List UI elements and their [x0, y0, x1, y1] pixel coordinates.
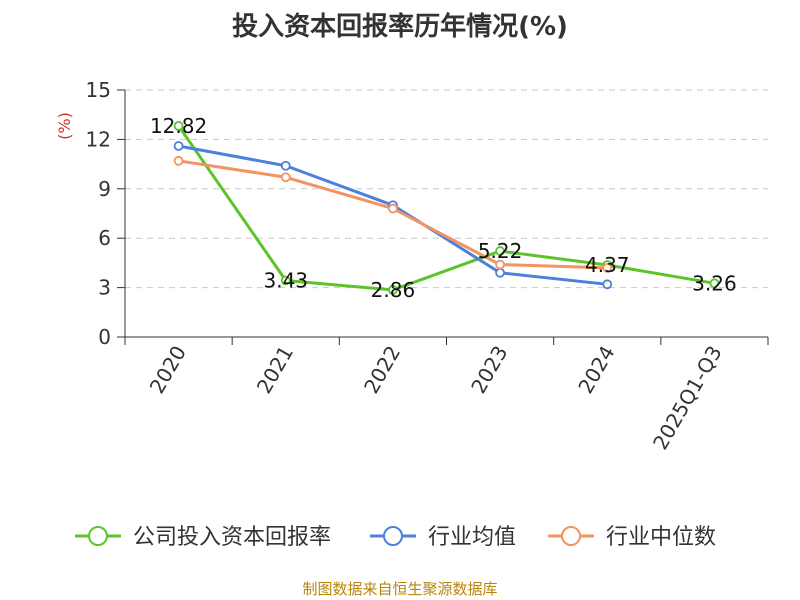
legend-swatch-marker: [561, 526, 581, 546]
legend: 公司投入资本回报率 行业均值 行业中位数: [75, 525, 716, 550]
data-point: [602, 262, 613, 273]
data-point: [173, 141, 184, 151]
series-line: [177, 125, 715, 292]
y-axis-unit-label: (%): [55, 112, 74, 140]
data-point: [280, 275, 291, 286]
data-label: 3.43: [263, 269, 308, 293]
series-lines: [173, 120, 720, 295]
data-point: [173, 120, 184, 131]
x-tick-label: 2020: [145, 342, 191, 398]
data-point: [495, 259, 505, 270]
series-line: [178, 144, 608, 286]
data-point: [709, 278, 720, 289]
x-tick-label: 2023: [466, 342, 512, 398]
legend-label: 公司投入资本回报率: [133, 525, 331, 550]
data-point: [388, 285, 398, 295]
y-tick-label: 0: [98, 325, 111, 349]
y-tick-label: 12: [86, 127, 111, 151]
source-note: 制图数据来自恒生聚源数据库: [302, 580, 498, 598]
data-point: [602, 279, 613, 290]
legend-label: 行业均值: [428, 525, 516, 550]
data-point: [495, 267, 505, 278]
data-point: [388, 203, 398, 214]
data-label: 5.22: [478, 239, 523, 263]
data-point: [280, 172, 291, 183]
x-tick-label: 2024: [573, 342, 619, 398]
data-label: 2.86: [371, 278, 416, 302]
y-tick-label: 3: [98, 276, 111, 300]
y-tick-label: 15: [86, 78, 111, 102]
data-label: 4.37: [585, 253, 630, 277]
legend-label: 行业中位数: [606, 525, 716, 550]
data-point: [495, 246, 505, 256]
x-tick-label: 2025Q1-Q3: [648, 342, 727, 454]
y-tick-label: 6: [98, 226, 111, 250]
y-tick-label: 9: [98, 177, 111, 201]
legend-swatch-marker: [383, 526, 403, 546]
series-line: [178, 159, 608, 270]
chart-title: 投入资本回报率历年情况(%): [232, 12, 568, 42]
x-tick-label: 2022: [359, 342, 405, 398]
data-point: [173, 155, 184, 166]
data-label: 12.82: [150, 114, 207, 138]
data-label: 3.26: [692, 271, 737, 295]
x-tick-label: 2021: [252, 342, 298, 398]
data-point: [280, 160, 291, 171]
legend-swatch-marker: [88, 526, 108, 546]
data-labels: 12.82 3.43 2.86 5.22 4.37 3.26: [150, 114, 737, 302]
